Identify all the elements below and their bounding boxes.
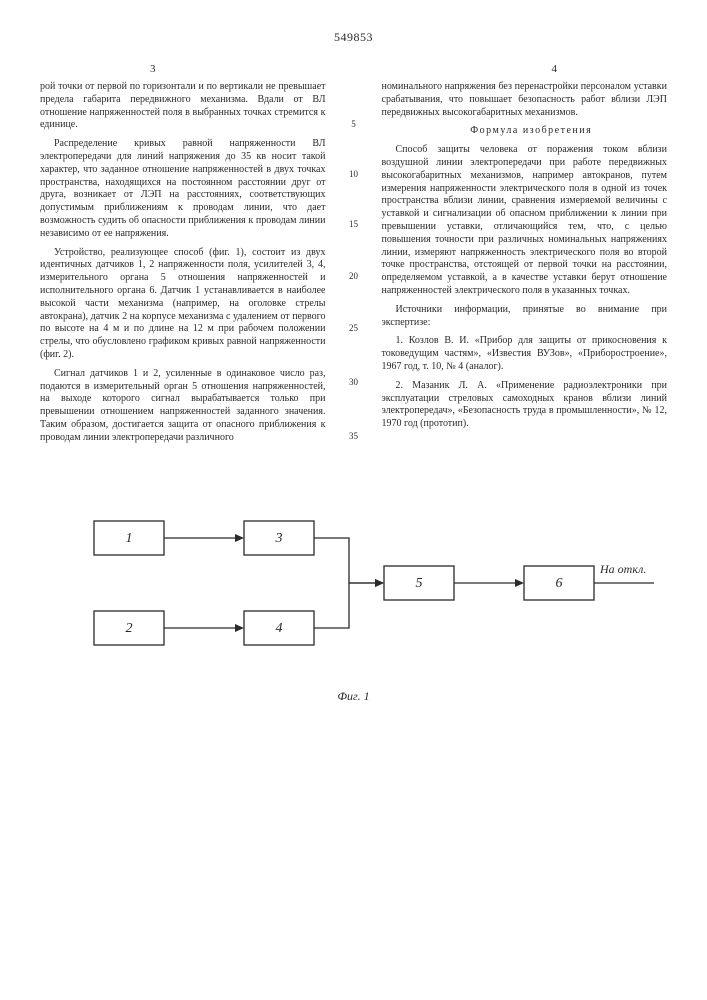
line-number: 30 [346,377,362,389]
figure-caption: Фиг. 1 [40,689,667,704]
line-number-strip: 5 10 15 20 25 30 35 [346,81,362,451]
block-label-6: 6 [555,576,562,591]
line-number: 20 [346,271,362,283]
block-label-3: 3 [274,531,282,546]
line-number: 5 [346,119,362,131]
figure-1: 1 3 2 4 5 6 На откл. Фиг. 1 [40,491,667,704]
para: Сигнал датчиков 1 и 2, усиленные в одина… [40,368,326,445]
source-item: 2. Мазаник Л. А. «Применение радиоэлектр… [382,380,668,431]
block-label-1: 1 [125,531,132,546]
page-left: 3 [150,63,156,75]
left-column: рой точки от первой по горизонтали и по … [40,81,326,451]
line-number: 10 [346,169,362,181]
sources-title: Источники информации, принятые во вниман… [382,304,668,330]
right-column: номинального напряжения без перенастройк… [382,81,668,451]
page-numbers: 3 4 [150,63,557,75]
line-number: 15 [346,219,362,231]
document-number: 549853 [40,30,667,45]
block-label-4: 4 [275,621,282,636]
block-label-5: 5 [415,576,422,591]
formula-title: Формула изобретения [382,125,668,138]
source-item: 1. Козлов В. И. «Прибор для защиты от пр… [382,335,668,373]
line-number: 25 [346,323,362,335]
para: Устройство, реализующее способ (фиг. 1),… [40,247,326,362]
text-columns: рой точки от первой по горизонтали и по … [40,81,667,451]
line-number: 35 [346,431,362,443]
para: номинального напряжения без перенастройк… [382,81,668,119]
page-right: 4 [552,63,558,75]
para: Распределение кривых равной напряженност… [40,138,326,240]
block-diagram: 1 3 2 4 5 6 На откл. [54,491,654,681]
para: рой точки от первой по горизонтали и по … [40,81,326,132]
block-label-2: 2 [125,621,132,636]
para: Способ защиты человека от поражения токо… [382,144,668,298]
output-label: На откл. [599,562,646,576]
